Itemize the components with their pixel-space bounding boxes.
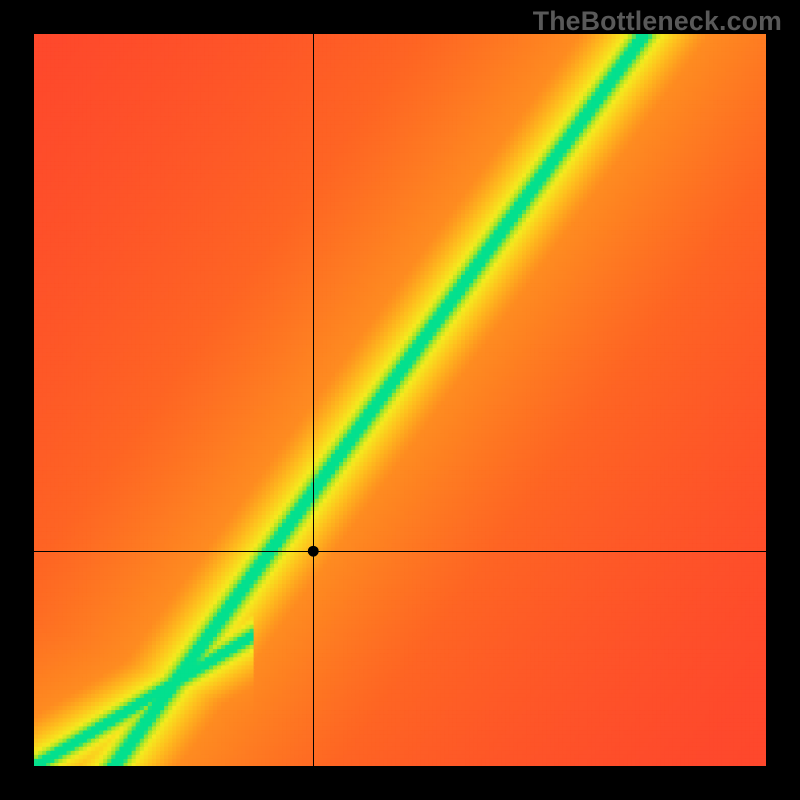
- chart-container: TheBottleneck.com: [0, 0, 800, 800]
- bottleneck-heatmap-canvas: [0, 0, 800, 800]
- watermark-text: TheBottleneck.com: [533, 6, 782, 37]
